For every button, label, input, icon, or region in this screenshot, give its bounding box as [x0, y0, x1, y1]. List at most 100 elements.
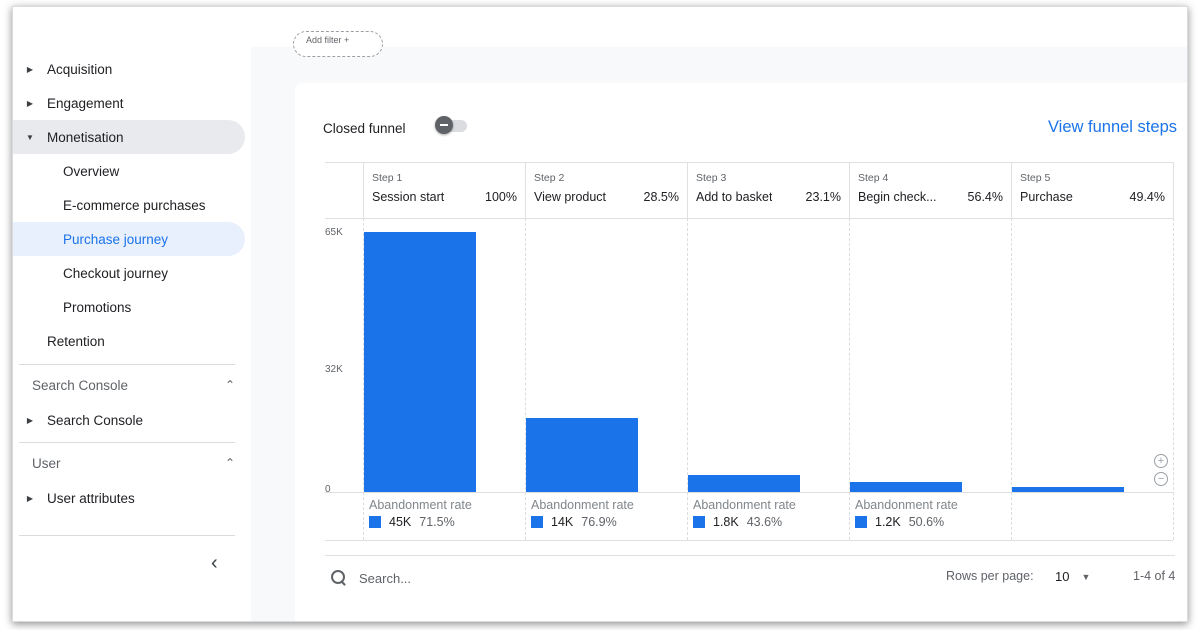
funnel-step-header[interactable]: Step 3 Add to basket 23.1%	[687, 162, 849, 218]
search-icon	[331, 570, 347, 586]
abandonment-cell: Abandonment rate 14K 76.9%	[525, 498, 687, 529]
abandonment-rate-label: Abandonment rate	[855, 498, 958, 512]
funnel-step-header[interactable]: Step 5 Purchase 49.4%	[1011, 162, 1173, 218]
sidebar-divider	[19, 364, 235, 365]
abandonment-percent: 76.9%	[581, 515, 617, 529]
column-dashed-line	[525, 218, 526, 540]
column-separator	[1173, 162, 1174, 218]
funnel-card: Closed funnel View funnel steps 65K 32K 0 S…	[295, 83, 1187, 621]
toggle-knob	[435, 116, 453, 134]
sidebar-item-label: Overview	[63, 163, 120, 179]
funnel-bar[interactable]	[688, 474, 800, 492]
funnel-bar[interactable]	[364, 232, 476, 492]
search-input[interactable]	[359, 570, 559, 586]
collapse-sidebar-icon[interactable]: ‹	[211, 552, 218, 574]
chevron-up-icon: ⌃	[224, 456, 235, 470]
caret-right-icon: ▶	[26, 98, 34, 108]
section-search-console[interactable]: Search Console ⌃	[13, 368, 245, 402]
sidebar-item-label: User attributes	[47, 490, 135, 506]
abandonment-values: 45K 71.5%	[369, 515, 525, 529]
grid-line	[325, 162, 1173, 163]
step-completion-rate: 28.5%	[643, 190, 679, 204]
column-dashed-line	[687, 218, 688, 540]
abandonment-rate-label: Abandonment rate	[369, 498, 472, 512]
sidebar-divider	[19, 535, 235, 536]
abandonment-values: 14K 76.9%	[531, 515, 687, 529]
dropdown-arrow-icon: ▼	[1081, 571, 1091, 582]
view-funnel-steps-link[interactable]: View funnel steps	[1047, 118, 1177, 136]
add-filter-label: Add filter +	[306, 35, 350, 45]
abandonment-percent: 50.6%	[908, 515, 945, 529]
sidebar-item-retention[interactable]: Retention	[13, 324, 245, 358]
abandonment-count: 45K	[389, 515, 412, 529]
sidebar-item-overview[interactable]: Overview	[13, 154, 245, 188]
abandonment-count: 14K	[551, 515, 574, 529]
sidebar-item-monetisation[interactable]: ▼ Monetisation	[13, 120, 245, 154]
y-axis-tick: 65K	[325, 227, 343, 238]
closed-funnel-toggle[interactable]	[435, 116, 469, 134]
search-bar	[331, 570, 559, 586]
step-name-row: Begin check... 56.4%	[858, 190, 1003, 204]
funnel-step-header[interactable]: Step 2 View product 28.5%	[525, 162, 687, 218]
sidebar-item-label: Promotions	[63, 299, 132, 315]
rows-per-page-select[interactable]: 10 ▼	[1055, 569, 1090, 584]
sidebar-item-label: Search Console	[47, 412, 144, 428]
sidebar-item-acquisition[interactable]: ▶ Acquisition	[13, 52, 245, 86]
add-filter-chip[interactable]: Add filter +	[293, 31, 383, 57]
section-title: User	[32, 455, 61, 471]
funnel-step-header[interactable]: Step 1 Session start 100%	[363, 162, 525, 218]
zoom-out-icon[interactable]: −	[1154, 472, 1168, 486]
sidebar-item-label: Monetisation	[47, 129, 124, 145]
column-separator	[687, 162, 688, 218]
sidebar-item-search-console[interactable]: ▶ Search Console	[13, 403, 245, 437]
abandonment-count: 1.8K	[713, 515, 739, 529]
caret-right-icon: ▶	[26, 415, 34, 425]
sidebar-item-label: Retention	[47, 333, 105, 349]
legend-swatch	[531, 516, 543, 528]
column-separator	[849, 162, 850, 218]
legend-swatch	[855, 516, 867, 528]
sidebar: ▶ Acquisition ▶ Engagement ▼ Monetisatio…	[13, 47, 251, 621]
funnel-bar[interactable]	[526, 417, 638, 492]
column-separator	[363, 162, 364, 218]
sidebar-item-promotions[interactable]: Promotions	[13, 290, 245, 324]
sidebar-item-purchase-journey[interactable]: Purchase journey	[13, 222, 245, 256]
sidebar-divider	[19, 442, 235, 443]
abandonment-rate-label: Abandonment rate	[531, 498, 634, 512]
abandonment-values: 1.2K 50.6%	[855, 515, 1011, 529]
caret-right-icon: ▶	[26, 64, 34, 74]
chevron-up-icon: ⌃	[224, 378, 235, 392]
abandonment-count: 1.2K	[875, 515, 901, 529]
section-user[interactable]: User ⌃	[13, 446, 245, 480]
grid-line	[325, 492, 1173, 493]
sidebar-item-label: Purchase journey	[63, 231, 169, 247]
funnel-step-header[interactable]: Step 4 Begin check... 56.4%	[849, 162, 1011, 218]
step-name-row: Add to basket 23.1%	[696, 190, 841, 204]
funnel-bar[interactable]	[850, 482, 962, 492]
step-name-row: Session start 100%	[372, 190, 517, 204]
grid-line	[325, 218, 1173, 219]
section-title: Search Console	[32, 377, 129, 393]
rows-per-page-value: 10	[1055, 569, 1070, 584]
sidebar-item-label: E-commerce purchases	[63, 197, 206, 213]
sidebar-item-engagement[interactable]: ▶ Engagement	[13, 86, 245, 120]
table-divider	[325, 555, 1175, 556]
top-bar	[13, 7, 1187, 47]
sidebar-item-ecommerce-purchases[interactable]: E-commerce purchases	[13, 188, 245, 222]
abandonment-cell: Abandonment rate 45K 71.5%	[363, 498, 525, 529]
abandonment-rate-label: Abandonment rate	[693, 498, 796, 512]
pagination-range: 1-4 of 4	[1133, 569, 1176, 583]
app-window: ▶ Acquisition ▶ Engagement ▼ Monetisatio…	[12, 6, 1188, 622]
sidebar-item-user-attributes[interactable]: ▶ User attributes	[13, 481, 245, 515]
sidebar-item-checkout-journey[interactable]: Checkout journey	[13, 256, 245, 290]
funnel-chart: 65K 32K 0 Step 1 Session start 100% Step 2 View…	[325, 162, 1175, 542]
funnel-bar[interactable]	[1012, 487, 1124, 492]
zoom-in-icon[interactable]: +	[1154, 454, 1168, 468]
column-dashed-line	[1011, 218, 1012, 540]
grid-line	[325, 540, 1173, 541]
y-axis-tick: 0	[325, 484, 331, 495]
abandonment-cell: Abandonment rate 1.2K 50.6%	[849, 498, 1011, 529]
step-number: Step 5	[1020, 172, 1051, 184]
sidebar-item-label: Acquisition	[47, 61, 113, 77]
step-name: View product	[534, 190, 607, 204]
